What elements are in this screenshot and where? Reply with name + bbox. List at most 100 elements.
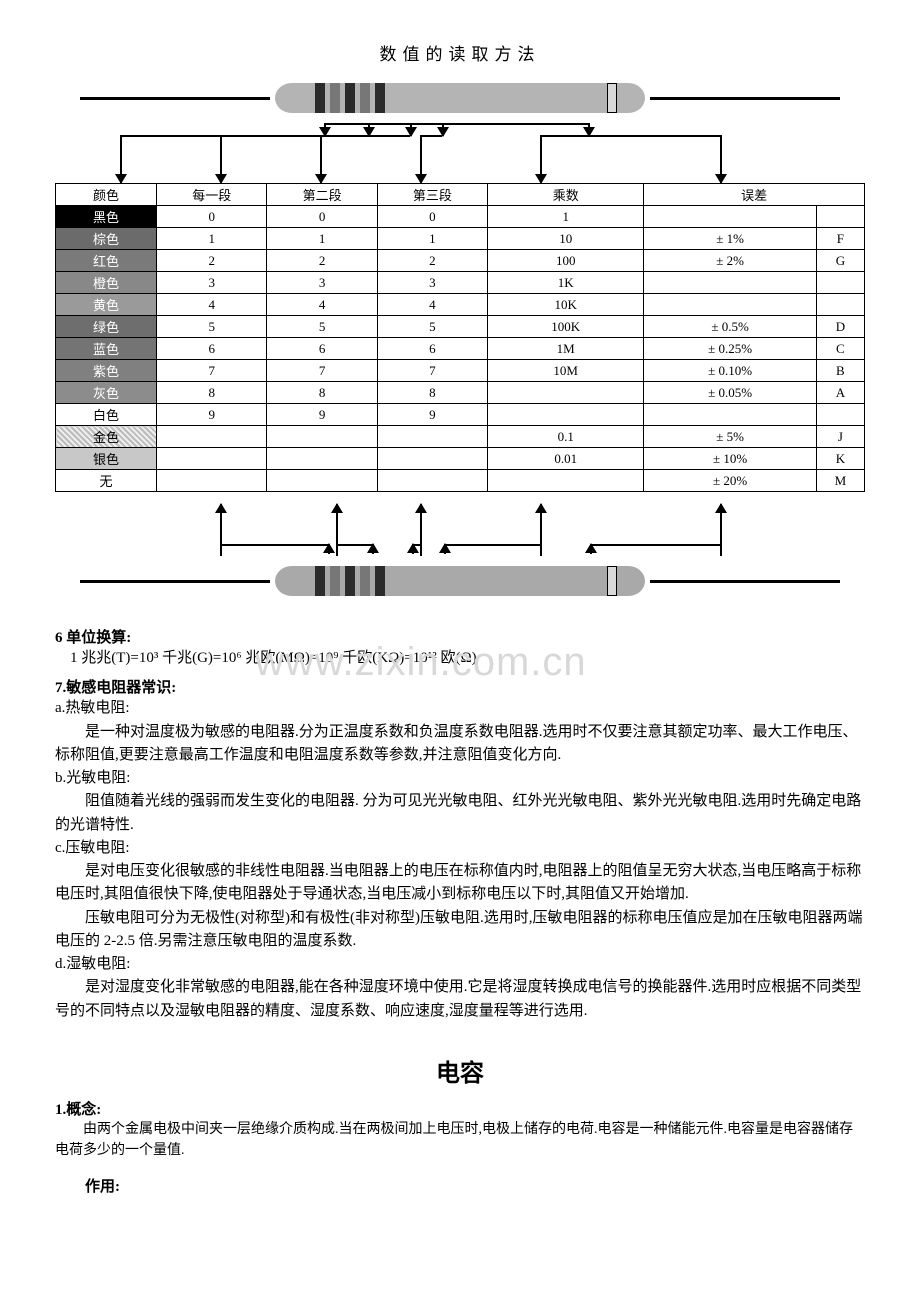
table-cell: 3 <box>267 272 377 294</box>
table-cell: 8 <box>377 382 487 404</box>
sec7-c-body2: 压敏电阻可分为无极性(对称型)和有极性(非对称型)压敏电阻.选用时,压敏电阻器的… <box>55 907 865 954</box>
table-cell <box>644 272 816 294</box>
cap-sec1-body: 由两个金属电极中间夹一层绝缘介质构成.当在两极间加上电压时,电极上储存的电荷.电… <box>55 1119 865 1162</box>
resistor-tolerance-band <box>607 566 617 596</box>
color-label-cell: 黑色 <box>56 206 157 228</box>
diagram-title: 数值的读取方法 <box>55 40 865 65</box>
table-row: 绿色555100K± 0.5%D <box>56 316 865 338</box>
table-row: 无± 20%M <box>56 470 865 492</box>
table-cell: ± 0.10% <box>644 360 816 382</box>
sec6-title: 6 单位换算: <box>55 626 865 647</box>
table-cell: 0 <box>377 206 487 228</box>
sec7-d-body: 是对湿度变化非常敏感的电阻器,能在各种湿度环境中使用.它是将湿度转换成电信号的换… <box>55 976 865 1023</box>
color-label-cell: 棕色 <box>56 228 157 250</box>
table-cell <box>488 470 644 492</box>
cap-effect-label: 作用: <box>55 1176 865 1199</box>
table-cell: 1 <box>488 206 644 228</box>
table-row: 银色 0.01± 10%K <box>56 448 865 470</box>
table-cell: 0.01 <box>488 448 644 470</box>
table-cell: 10M <box>488 360 644 382</box>
table-cell: G <box>816 250 864 272</box>
table-cell: 0.1 <box>488 426 644 448</box>
table-row: 红色222100± 2%G <box>56 250 865 272</box>
table-cell: 6 <box>157 338 267 360</box>
table-row: 棕色11110± 1%F <box>56 228 865 250</box>
sec7-a-label: a.热敏电阻: <box>55 697 865 720</box>
table-cell: ± 0.05% <box>644 382 816 404</box>
table-cell: ± 0.25% <box>644 338 816 360</box>
resistor-band <box>360 566 370 596</box>
table-cell <box>157 470 267 492</box>
sec7-d-label: d.湿敏电阻: <box>55 953 865 976</box>
table-cell: ± 2% <box>644 250 816 272</box>
color-label-cell: 紫色 <box>56 360 157 382</box>
sec7-c-body1: 是对电压变化很敏感的非线性电阻器.当电阻器上的电压在标称值内时,电阻器上的阻值呈… <box>55 860 865 907</box>
table-header: 第三段 <box>377 184 487 206</box>
resistor-band <box>360 83 370 113</box>
table-cell <box>377 470 487 492</box>
sec7-c-label: c.压敏电阻: <box>55 837 865 860</box>
table-header: 乘数 <box>488 184 644 206</box>
table-cell: D <box>816 316 864 338</box>
table-cell: ± 10% <box>644 448 816 470</box>
table-header: 颜色 <box>56 184 157 206</box>
table-cell: 9 <box>157 404 267 426</box>
table-cell <box>488 404 644 426</box>
table-cell: B <box>816 360 864 382</box>
table-cell: J <box>816 426 864 448</box>
color-label-cell: 红色 <box>56 250 157 272</box>
table-row: 橙色3331K <box>56 272 865 294</box>
table-cell <box>816 404 864 426</box>
table-cell: 7 <box>157 360 267 382</box>
sec6-conversion: 1 兆兆(T)=10³ 千兆(G)=10⁶ 兆欧(MΩ)=10⁹ 千欧(KΩ)=… <box>70 647 865 670</box>
table-header: 第二段 <box>267 184 377 206</box>
table-cell: 2 <box>267 250 377 272</box>
color-label-cell: 金色 <box>56 426 157 448</box>
table-cell <box>377 448 487 470</box>
table-row: 紫色77710M± 0.10%B <box>56 360 865 382</box>
table-cell: 5 <box>377 316 487 338</box>
table-cell: 5 <box>157 316 267 338</box>
color-label-cell: 白色 <box>56 404 157 426</box>
resistor-band <box>315 83 325 113</box>
table-cell: A <box>816 382 864 404</box>
table-cell: 6 <box>377 338 487 360</box>
sec7-title: 7.敏感电阻器常识: <box>55 676 865 697</box>
table-cell: 1 <box>157 228 267 250</box>
resistor-tolerance-band <box>607 83 617 113</box>
table-cell: 9 <box>377 404 487 426</box>
table-row: 黑色0001 <box>56 206 865 228</box>
resistor-top-diagram <box>80 73 840 123</box>
color-label-cell: 绿色 <box>56 316 157 338</box>
color-label-cell: 银色 <box>56 448 157 470</box>
table-cell <box>267 448 377 470</box>
table-cell: 4 <box>267 294 377 316</box>
table-cell <box>488 382 644 404</box>
resistor-band <box>345 83 355 113</box>
table-cell: 4 <box>157 294 267 316</box>
cap-sec1-title: 1.概念: <box>55 1098 865 1119</box>
resistor-bottom-diagram <box>80 556 840 606</box>
resistor-band <box>345 566 355 596</box>
table-cell: 7 <box>267 360 377 382</box>
table-cell: 8 <box>157 382 267 404</box>
table-cell <box>157 426 267 448</box>
sec7-b-body: 阻值随着光线的强弱而发生变化的电阻器. 分为可见光光敏电阻、红外光光敏电阻、紫外… <box>55 790 865 837</box>
capacitor-heading: 电容 <box>55 1053 865 1088</box>
color-label-cell: 无 <box>56 470 157 492</box>
table-cell <box>267 426 377 448</box>
table-cell: K <box>816 448 864 470</box>
table-cell: 1M <box>488 338 644 360</box>
table-cell: ± 5% <box>644 426 816 448</box>
table-cell: C <box>816 338 864 360</box>
table-cell: 5 <box>267 316 377 338</box>
table-cell: 3 <box>377 272 487 294</box>
sec7-a-body: 是一种对温度极为敏感的电阻器.分为正温度系数和负温度系数电阻器.选用时不仅要注意… <box>55 721 865 768</box>
table-cell: 100 <box>488 250 644 272</box>
table-cell: 2 <box>157 250 267 272</box>
table-cell: 8 <box>267 382 377 404</box>
color-label-cell: 黄色 <box>56 294 157 316</box>
resistor-band <box>330 83 340 113</box>
table-cell: 3 <box>157 272 267 294</box>
table-cell: 7 <box>377 360 487 382</box>
